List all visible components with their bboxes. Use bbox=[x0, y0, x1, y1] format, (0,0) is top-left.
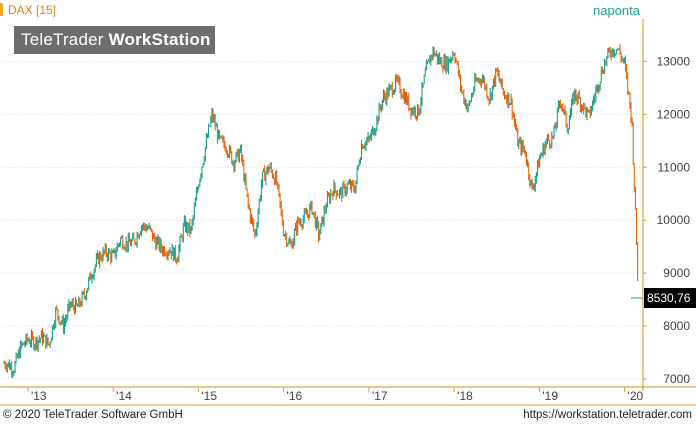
source-url[interactable]: https://workstation.teletrader.com bbox=[523, 409, 692, 421]
x-tick-label: '18 bbox=[457, 389, 473, 403]
y-axis-ticks: 7000 8000 9000 10000 11000 12000 13000 bbox=[643, 54, 690, 386]
y-tick-label: 8000 bbox=[663, 319, 690, 333]
last-value-label: 8530,76 bbox=[647, 291, 691, 305]
x-tick-label: '19 bbox=[542, 389, 558, 403]
watermark-bold-text: WorkStation bbox=[108, 30, 211, 49]
instrument-accent bbox=[0, 3, 3, 16]
watermark-text: TeleTrader bbox=[21, 30, 109, 49]
watermark-logo: TeleTrader WorkStation bbox=[14, 26, 215, 54]
interval-label: naponta bbox=[593, 3, 640, 18]
y-tick-label: 10000 bbox=[657, 213, 691, 227]
x-tick-label: '15 bbox=[201, 389, 217, 403]
x-tick-label: '16 bbox=[287, 389, 303, 403]
last-value-marker: 8530,76 bbox=[631, 288, 696, 309]
copyright-text: © 2020 TeleTrader Software GmbH bbox=[3, 409, 183, 421]
y-tick-label: 12000 bbox=[657, 107, 691, 121]
axis-frame bbox=[0, 19, 696, 406]
instrument-title: DAX [15] bbox=[8, 3, 57, 17]
x-tick-label: '20 bbox=[628, 389, 644, 403]
x-axis-ticks: '13 '14 '15 '16 '17 '18 '19 '20 bbox=[27, 387, 644, 403]
y-tick-label: 7000 bbox=[663, 372, 690, 386]
candles bbox=[3, 44, 639, 378]
last-value-box bbox=[644, 288, 696, 309]
x-tick-label: '13 bbox=[31, 389, 47, 403]
x-tick-label: '14 bbox=[116, 389, 132, 403]
x-tick-label: '17 bbox=[372, 389, 388, 403]
y-tick-label: 13000 bbox=[657, 54, 691, 68]
y-tick-label: 9000 bbox=[663, 266, 690, 280]
y-tick-label: 11000 bbox=[658, 160, 691, 174]
